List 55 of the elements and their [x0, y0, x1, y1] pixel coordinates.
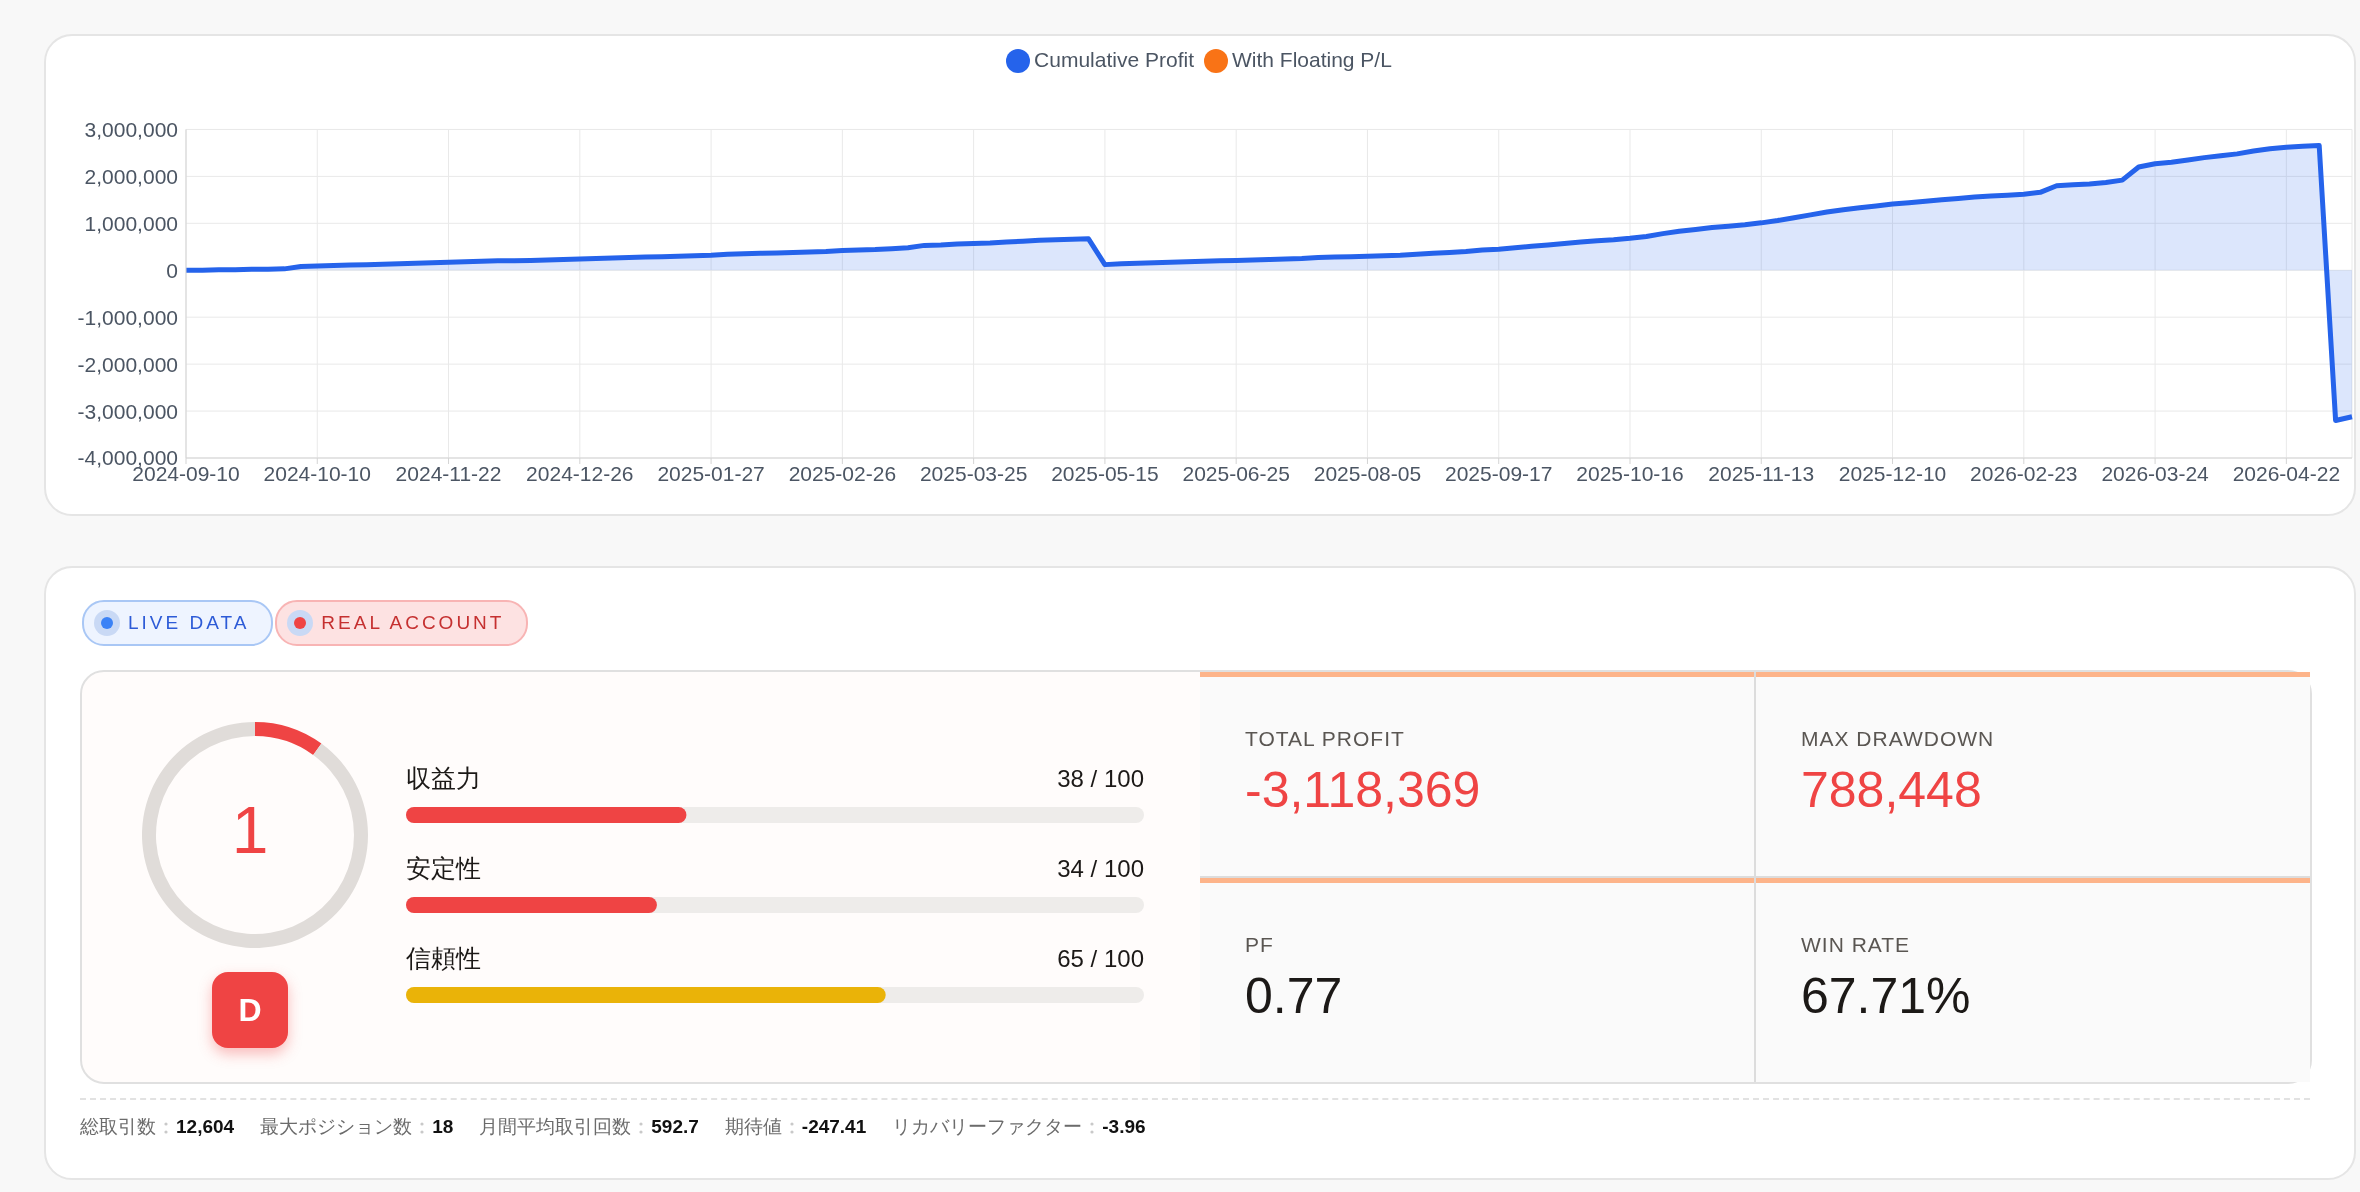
category-label: リカバリーファクター — [892, 1116, 1083, 1137]
text: REAL ACCOUNT — [321, 612, 505, 634]
y-tick-label: 0 — [166, 258, 178, 282]
y-tick-label: -2,000,000 — [77, 352, 178, 376]
y-tick-label: -3,000,000 — [77, 399, 178, 423]
category-label: 期待値 — [724, 1116, 782, 1137]
legend-label: With Floating P/L — [1231, 48, 1392, 71]
data-label: 38 / 100 — [1057, 765, 1144, 792]
text: -247.41 — [801, 1116, 867, 1137]
data-label: 65 / 100 — [1057, 945, 1144, 972]
category-label: 安定性 — [406, 854, 481, 882]
x-tick-label: 2024-10-10 — [263, 461, 371, 485]
x-tick-label: 2025-05-15 — [1051, 461, 1159, 485]
y-tick-label: -1,000,000 — [77, 305, 178, 329]
text: LIVE DATA — [128, 612, 250, 634]
text: 1 — [230, 792, 270, 869]
y-tick-label: 1,000,000 — [84, 211, 178, 235]
x-tick-label: 2026-04-22 — [2232, 461, 2341, 485]
text: 592.7 — [651, 1116, 699, 1137]
text: -3,118,369 — [1245, 762, 1481, 818]
x-tick-label: 2025-08-05 — [1313, 461, 1422, 485]
text: -3.96 — [1102, 1116, 1146, 1137]
category-label: 最大ポジション数 — [260, 1116, 413, 1137]
text: 0.77 — [1245, 968, 1343, 1024]
x-tick-label: 2025-01-27 — [657, 461, 765, 485]
x-tick-label: 2025-02-26 — [788, 461, 897, 485]
y-tick-label: 2,000,000 — [84, 164, 178, 188]
text: 12,604 — [176, 1116, 235, 1137]
x-tick-label: 2025-12-10 — [1838, 461, 1947, 485]
x-tick-label: 2025-09-17 — [1445, 461, 1553, 485]
category-label: 総取引数 — [80, 1116, 156, 1137]
category-label: MAX DRAWDOWN — [1801, 727, 1996, 751]
donut-slice — [142, 722, 368, 948]
category-label: 収益力 — [406, 764, 481, 792]
x-tick-label: 2025-06-25 — [1182, 461, 1290, 485]
x-tick-label: 2025-11-13 — [1708, 461, 1815, 485]
x-tick-label: 2025-03-25 — [919, 461, 1028, 485]
category-label: 信頼性 — [406, 944, 481, 972]
category-label: PF — [1245, 933, 1275, 957]
x-tick-label: 2026-03-24 — [2101, 461, 2210, 485]
category-label: WIN RATE — [1801, 933, 1912, 957]
text: 18 — [432, 1116, 454, 1137]
data-label: 34 / 100 — [1057, 855, 1144, 882]
text: D — [212, 972, 288, 1048]
x-tick-label: 2025-10-16 — [1576, 461, 1684, 485]
legend-label: Cumulative Profit — [1034, 48, 1194, 71]
x-tick-label: 2024-11-22 — [395, 461, 502, 485]
x-tick-label: 2026-02-23 — [1970, 461, 2078, 485]
category-label: 月間平均取引回数 — [479, 1116, 632, 1137]
donut-slice — [255, 722, 322, 755]
text: 67.71% — [1801, 968, 1971, 1024]
category-label: TOTAL PROFIT — [1245, 727, 1406, 751]
x-tick-label: 2024-12-26 — [526, 461, 634, 485]
text: 788,448 — [1801, 762, 1982, 818]
y-tick-label: 3,000,000 — [84, 117, 178, 141]
